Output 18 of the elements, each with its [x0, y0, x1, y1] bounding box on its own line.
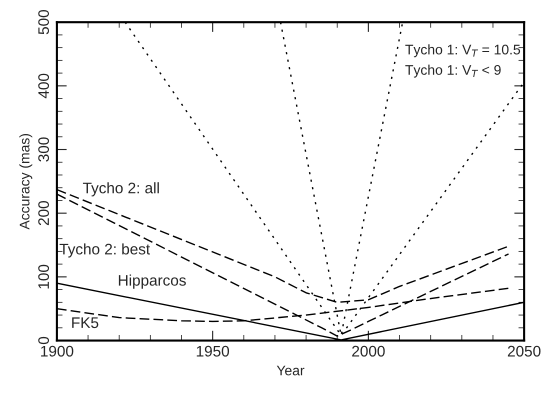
- annotation: Tycho 1: V$_{T}$ = 10.5: [405, 44, 520, 58]
- series-label: Hipparcos: [118, 274, 186, 289]
- series-label: Tycho 2: best: [60, 243, 150, 258]
- y-tick-label: 500: [38, 10, 50, 34]
- annotation: Tycho 1: V$_{T}$ < 9: [405, 64, 501, 78]
- y-tick-label: 300: [38, 137, 50, 162]
- y-tick-label: 0: [38, 336, 50, 344]
- y-tick-label: 100: [38, 264, 50, 288]
- x-tick-label: 1900: [41, 346, 74, 357]
- x-tick-label: 2000: [352, 346, 385, 357]
- y-tick-label: 200: [38, 201, 50, 226]
- x-axis-title: Year: [276, 366, 304, 376]
- y-tick-label: 400: [38, 74, 50, 98]
- x-tick-label: 1950: [196, 346, 230, 357]
- series-label: Tycho 2: all: [82, 182, 159, 196]
- series-label: FK5: [72, 317, 98, 328]
- x-tick-label: 2050: [508, 346, 541, 357]
- y-axis-title: Accuracy (mas): [19, 134, 32, 230]
